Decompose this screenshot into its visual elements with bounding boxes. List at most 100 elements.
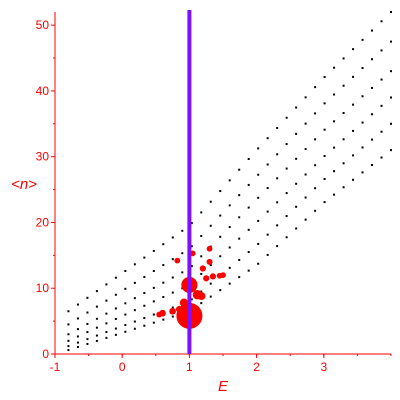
data-point (314, 138, 317, 141)
data-point (200, 255, 203, 258)
x-tick-label: 1 (186, 360, 193, 374)
data-point (361, 171, 364, 174)
data-point (247, 228, 250, 231)
data-point (228, 204, 231, 207)
data-point (285, 236, 288, 239)
data-point (105, 331, 108, 334)
data-point (266, 137, 269, 140)
data-point (238, 237, 241, 240)
data-point (276, 126, 279, 129)
data-point (295, 182, 298, 185)
data-point (114, 317, 117, 320)
data-point (323, 102, 326, 105)
data-point (171, 315, 174, 318)
data-point (314, 164, 317, 167)
data-point (219, 214, 222, 217)
data-point (285, 215, 288, 218)
data-point (209, 200, 212, 203)
data-point (276, 224, 279, 227)
data-point (380, 20, 383, 23)
data-point (114, 293, 117, 296)
data-point (304, 148, 307, 151)
highlight-point (209, 273, 217, 280)
highlight-point (220, 272, 226, 278)
data-point (133, 309, 136, 312)
data-point (114, 327, 117, 330)
data-point (295, 106, 298, 109)
data-point (257, 219, 260, 222)
data-point (304, 173, 307, 176)
data-point (266, 210, 269, 213)
data-point (105, 312, 108, 315)
data-point (323, 154, 326, 157)
data-point (371, 163, 374, 166)
data-point (238, 216, 241, 219)
data-point (352, 178, 355, 181)
data-point (86, 311, 89, 314)
data-point (76, 346, 79, 349)
data-point (181, 252, 184, 255)
data-point (67, 349, 70, 352)
data-point (276, 201, 279, 204)
data-point (247, 269, 250, 272)
data-point (95, 339, 98, 342)
data-point (95, 305, 98, 308)
data-point (200, 272, 203, 275)
data-point (304, 196, 307, 199)
data-point (114, 307, 117, 310)
data-point (219, 235, 222, 238)
data-point (133, 297, 136, 300)
black-point-series (67, 11, 392, 352)
data-point (105, 299, 108, 302)
data-point (95, 326, 98, 329)
data-point (200, 211, 203, 214)
data-point (143, 324, 146, 327)
data-point (152, 321, 155, 324)
data-point (276, 245, 279, 248)
data-point (114, 333, 117, 336)
data-point (257, 147, 260, 150)
y-tick-label: 20 (36, 215, 50, 229)
data-point (352, 129, 355, 132)
data-point (228, 226, 231, 229)
data-point (238, 194, 241, 197)
y-axis-label: <n> (11, 176, 37, 193)
data-point (266, 233, 269, 236)
highlight-point (197, 292, 206, 301)
data-point (295, 205, 298, 208)
data-point (171, 258, 174, 261)
data-point (162, 318, 165, 321)
data-point (323, 178, 326, 181)
data-point (133, 281, 136, 284)
data-point (95, 334, 98, 337)
highlight-point (174, 257, 181, 264)
data-point (295, 227, 298, 230)
data-point (380, 78, 383, 81)
data-point (209, 264, 212, 267)
data-point (285, 116, 288, 119)
data-point (86, 296, 89, 299)
data-point (76, 303, 79, 306)
data-point (209, 295, 212, 298)
data-point (342, 111, 345, 114)
data-point (380, 130, 383, 133)
data-point (228, 246, 231, 249)
data-point (152, 249, 155, 252)
highlight-point (203, 275, 210, 282)
data-point (162, 281, 165, 284)
data-point (314, 86, 317, 89)
data-point (143, 256, 146, 259)
data-point (200, 302, 203, 305)
data-point (228, 266, 231, 269)
data-point (295, 132, 298, 135)
data-point (266, 187, 269, 190)
data-point (276, 153, 279, 156)
data-point (371, 113, 374, 116)
data-point (304, 218, 307, 221)
data-point (162, 264, 165, 267)
axes (54, 10, 391, 355)
data-point (390, 11, 392, 13)
data-point (257, 262, 260, 265)
